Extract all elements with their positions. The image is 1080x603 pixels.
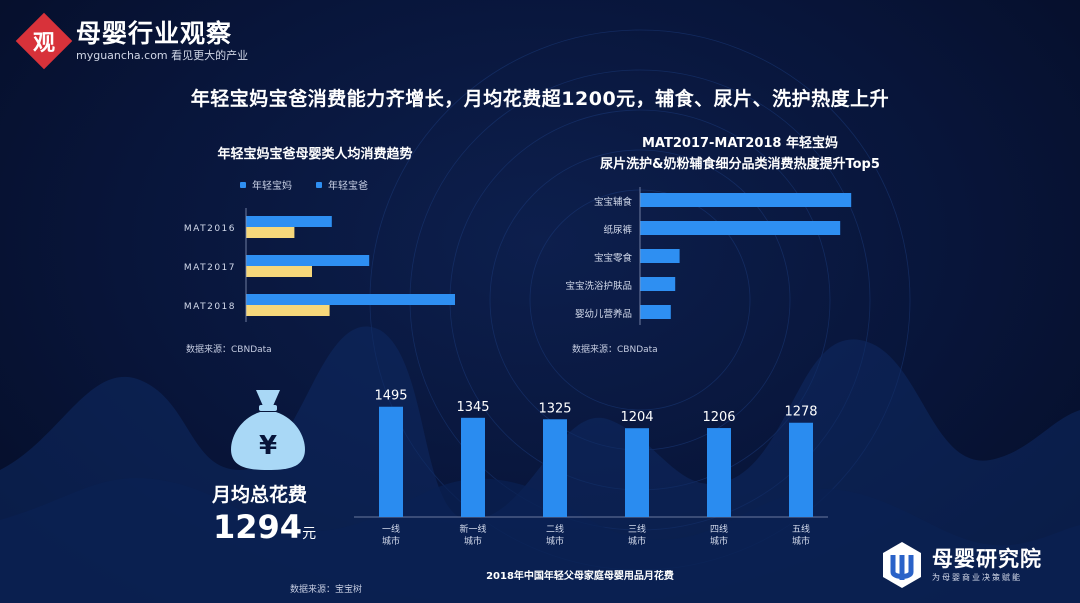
chart1-source: 数据来源：CBNData bbox=[186, 345, 272, 355]
logo-diamond-icon: 观 bbox=[15, 12, 73, 70]
main-title: 年轻宝妈宝爸消费能力齐增长，月均花费超1200元，辅食、尿片、洗护热度上升 bbox=[190, 88, 890, 110]
yen-symbol: ¥ bbox=[259, 431, 277, 461]
chart1-bar-mom bbox=[246, 294, 455, 305]
chart3-category-label: 一线 bbox=[382, 523, 400, 535]
chart2-title: MAT2017-MAT2018 年轻宝妈 尿片洗护&奶粉辅食细分品类消费热度提升… bbox=[540, 133, 940, 175]
chart3-category-label: 五线 bbox=[792, 523, 810, 535]
chart2-bar bbox=[640, 193, 852, 207]
brand-slogan: 为母婴商业决策赋能 bbox=[932, 573, 1022, 582]
chart1-title: 年轻宝妈宝爸母婴类人均消费趋势 bbox=[217, 147, 413, 162]
chart1-category-label: MAT2016 bbox=[184, 224, 236, 234]
logo-subtitle: myguancha.com 看见更大的产业 bbox=[76, 49, 249, 62]
logo-mark-text: 观 bbox=[32, 30, 56, 56]
chart3-category-label: 城市 bbox=[382, 535, 400, 547]
total-spend-number: 1294 bbox=[213, 508, 303, 546]
total-spend-unit: 元 bbox=[302, 526, 317, 542]
total-spend-value: 1294元 bbox=[213, 507, 316, 554]
chart3-value-label: 1495 bbox=[374, 389, 407, 404]
chart3-value-label: 1325 bbox=[538, 401, 571, 416]
logo-title: 母婴行业观察 bbox=[76, 19, 233, 48]
chart3-category-label: 城市 bbox=[464, 535, 482, 547]
legend-swatch-dad bbox=[316, 181, 322, 188]
chart2-title-line2: 尿片洗护&奶粉辅食细分品类消费热度提升Top5 bbox=[600, 157, 880, 172]
chart3-bar bbox=[707, 428, 731, 517]
chart2-source: 数据来源：CBNData bbox=[572, 345, 658, 355]
chart1-category-label: MAT2017 bbox=[184, 263, 236, 273]
chart1-bar-mom bbox=[246, 216, 332, 227]
chart1-bar-dad bbox=[246, 305, 330, 316]
legend-label-dad: 年轻宝爸 bbox=[328, 181, 368, 192]
chart3-bar bbox=[543, 419, 567, 517]
chart1-bar-dad bbox=[246, 266, 312, 277]
chart1-category-label: MAT2018 bbox=[184, 302, 236, 312]
chart1-legend: 年轻宝妈 年轻宝爸 bbox=[240, 177, 368, 192]
chart3-value-label: 1278 bbox=[784, 405, 817, 420]
chart3-source: 数据来源：宝宝树 bbox=[290, 585, 363, 595]
legend-label-mom: 年轻宝妈 bbox=[252, 181, 292, 192]
chart3-category-label: 新一线 bbox=[459, 523, 486, 535]
chart2-category-label: 宝宝辅食 bbox=[594, 196, 633, 208]
chart3-category-label: 城市 bbox=[792, 535, 810, 547]
chart3-category-label: 二线 bbox=[546, 523, 564, 535]
chart3-category-label: 城市 bbox=[710, 535, 728, 547]
chart3-bar bbox=[461, 417, 485, 517]
chart2-bar bbox=[640, 277, 676, 291]
chart3-category-label: 三线 bbox=[628, 523, 646, 535]
chart2-bar bbox=[640, 221, 841, 235]
chart3-bar bbox=[379, 406, 403, 517]
chart3-value-label: 1204 bbox=[620, 410, 653, 425]
chart3-category-label: 城市 bbox=[628, 535, 646, 547]
chart2-title-line1: MAT2017-MAT2018 年轻宝妈 bbox=[642, 136, 838, 151]
chart2-bar bbox=[640, 249, 680, 263]
chart2-category-label: 纸尿裤 bbox=[603, 224, 632, 236]
chart1-bar-mom bbox=[246, 255, 370, 266]
chart2-category-label: 宝宝洗浴护肤品 bbox=[565, 280, 632, 292]
chart3-monthly-spend-by-city: 1495一线城市1345新一线城市1325二线城市1204三线城市1206四线城… bbox=[354, 389, 828, 547]
legend-swatch-mom bbox=[240, 181, 246, 188]
chart3-bar bbox=[789, 422, 813, 517]
chart3-title: 2018年中国年轻父母家庭母婴用品月花费 bbox=[486, 571, 674, 582]
legend-item-mom: 年轻宝妈 bbox=[240, 177, 292, 192]
chart1-consumption-trend: MAT2016 MAT2017 MAT2018 bbox=[184, 208, 455, 322]
brand-name: 母婴研究院 bbox=[932, 547, 1042, 571]
publisher-logo: 观 母婴行业观察 myguancha.com 看见更大的产业 bbox=[15, 12, 249, 70]
chart3-category-label: 四线 bbox=[710, 523, 728, 535]
chart3-bar bbox=[625, 428, 649, 517]
chart3-value-label: 1206 bbox=[702, 410, 735, 425]
total-spend-label: 月均总花费 bbox=[212, 484, 308, 506]
chart2-bar bbox=[640, 305, 671, 319]
brand-logo-icon bbox=[883, 542, 921, 588]
legend-item-dad: 年轻宝爸 bbox=[316, 177, 368, 192]
chart3-value-label: 1345 bbox=[456, 400, 489, 415]
money-bag-yen-icon: ¥ bbox=[231, 390, 305, 470]
chart1-bar-dad bbox=[246, 227, 295, 238]
chart3-category-label: 城市 bbox=[546, 535, 564, 547]
chart2-category-label: 婴幼儿营养品 bbox=[575, 308, 632, 320]
brand-footer: 母婴研究院 为母婴商业决策赋能 bbox=[880, 540, 1042, 590]
chart2-category-label: 宝宝零食 bbox=[594, 252, 633, 264]
